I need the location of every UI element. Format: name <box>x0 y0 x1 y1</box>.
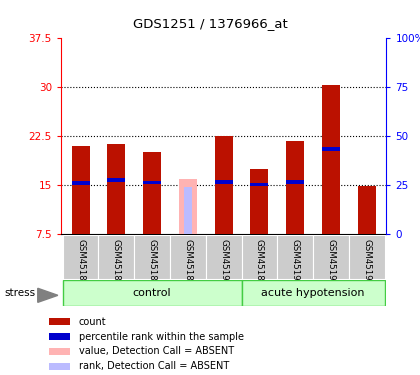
Bar <box>72 146 89 234</box>
Bar <box>349 235 385 279</box>
Text: GSM45191: GSM45191 <box>326 238 336 286</box>
Bar <box>277 235 313 279</box>
Bar <box>108 144 125 234</box>
Polygon shape <box>38 288 58 302</box>
Text: GDS1251 / 1376966_at: GDS1251 / 1376966_at <box>133 17 287 30</box>
Bar <box>358 186 375 234</box>
Bar <box>206 235 241 279</box>
Text: value, Detection Call = ABSENT: value, Detection Call = ABSENT <box>79 346 234 356</box>
Bar <box>250 183 268 186</box>
Text: GSM45189: GSM45189 <box>184 238 192 286</box>
Bar <box>286 180 304 184</box>
Text: GSM45188: GSM45188 <box>255 238 264 286</box>
Bar <box>286 141 304 234</box>
Bar <box>50 348 70 355</box>
Bar <box>184 187 192 234</box>
Bar <box>50 333 70 340</box>
Bar <box>241 235 277 279</box>
Bar <box>215 180 233 184</box>
Bar <box>143 152 161 234</box>
Text: GSM45193: GSM45193 <box>219 238 228 286</box>
Text: control: control <box>133 288 171 298</box>
Text: stress: stress <box>4 288 35 298</box>
Bar <box>50 363 70 370</box>
Text: percentile rank within the sample: percentile rank within the sample <box>79 332 244 342</box>
Bar <box>179 178 197 234</box>
Bar <box>72 182 89 185</box>
Text: acute hypotension: acute hypotension <box>261 288 365 298</box>
Text: count: count <box>79 316 107 327</box>
Text: GSM45184: GSM45184 <box>76 238 85 286</box>
Bar <box>322 147 340 151</box>
Bar <box>108 178 125 182</box>
Bar <box>215 136 233 234</box>
Bar <box>50 318 70 325</box>
Text: GSM45192: GSM45192 <box>362 238 371 286</box>
Text: rank, Detection Call = ABSENT: rank, Detection Call = ABSENT <box>79 362 229 371</box>
Bar <box>63 235 98 279</box>
Bar <box>134 235 170 279</box>
Bar <box>241 280 385 306</box>
Bar <box>63 280 241 306</box>
Bar <box>250 169 268 234</box>
Bar <box>313 235 349 279</box>
Text: GSM45190: GSM45190 <box>291 238 300 286</box>
Text: GSM45186: GSM45186 <box>112 238 121 286</box>
Text: GSM45187: GSM45187 <box>147 238 157 286</box>
Bar <box>322 86 340 234</box>
Bar <box>98 235 134 279</box>
Bar <box>143 181 161 184</box>
Bar <box>170 235 206 279</box>
